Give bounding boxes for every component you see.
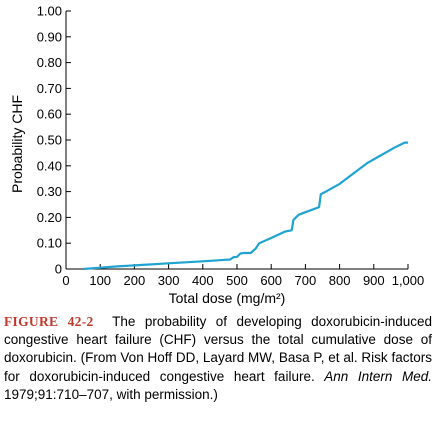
y-tick-label: 0 (55, 262, 62, 277)
caption-citation: 1979;91:710–707, with permission.) (4, 386, 218, 402)
x-tick-label: 700 (295, 273, 317, 288)
x-axis-ticks: 0 100 200 300 400 500 600 700 800 900 1,000 (62, 264, 424, 288)
y-tick-label: 0.10 (37, 236, 62, 251)
x-axis-label: Total dose (mg/m²) (169, 290, 286, 306)
y-tick-label: 0.20 (37, 210, 62, 225)
y-axis-ticks: 0 0.10 0.20 0.30 0.40 0.50 0.60 0.70 0.80 0.90 1.0… (37, 4, 71, 277)
caption-text: The probability of developing doxorubici… (4, 314, 432, 384)
series-layer (83, 141, 408, 271)
x-tick-label: 400 (192, 273, 214, 288)
x-tick-label: 100 (89, 273, 111, 288)
x-tick-label: 800 (329, 273, 351, 288)
y-tick-label: 0.90 (37, 29, 62, 44)
y-axis-label: Probability CHF (9, 95, 25, 193)
x-tick-label: 0 (62, 273, 69, 288)
x-tick-label: 200 (124, 273, 146, 288)
y-tick-label: 1.00 (37, 4, 62, 19)
y-tick-label: 0.80 (37, 55, 62, 70)
y-tick-label: 0.70 (37, 81, 62, 96)
y-tick-label: 0.40 (37, 158, 62, 173)
chart: 0 0.10 0.20 0.30 0.40 0.50 0.60 0.70 0.80 0.90 1.0… (9, 4, 424, 307)
figure-caption: FIGURE 42-2 The probability of developin… (4, 313, 432, 404)
x-tick-label: 300 (158, 273, 180, 288)
figure-label: FIGURE 42-2 (4, 314, 94, 329)
x-tick-label: 900 (363, 273, 385, 288)
series-line (83, 141, 408, 271)
caption-journal: Ann Intern Med. (324, 368, 432, 384)
y-tick-label: 0.50 (37, 133, 62, 148)
x-tick-label: 1,000 (392, 273, 425, 288)
x-tick-label: 600 (260, 273, 282, 288)
y-tick-label: 0.60 (37, 107, 62, 122)
y-tick-label: 0.30 (37, 184, 62, 199)
x-tick-label: 500 (226, 273, 248, 288)
